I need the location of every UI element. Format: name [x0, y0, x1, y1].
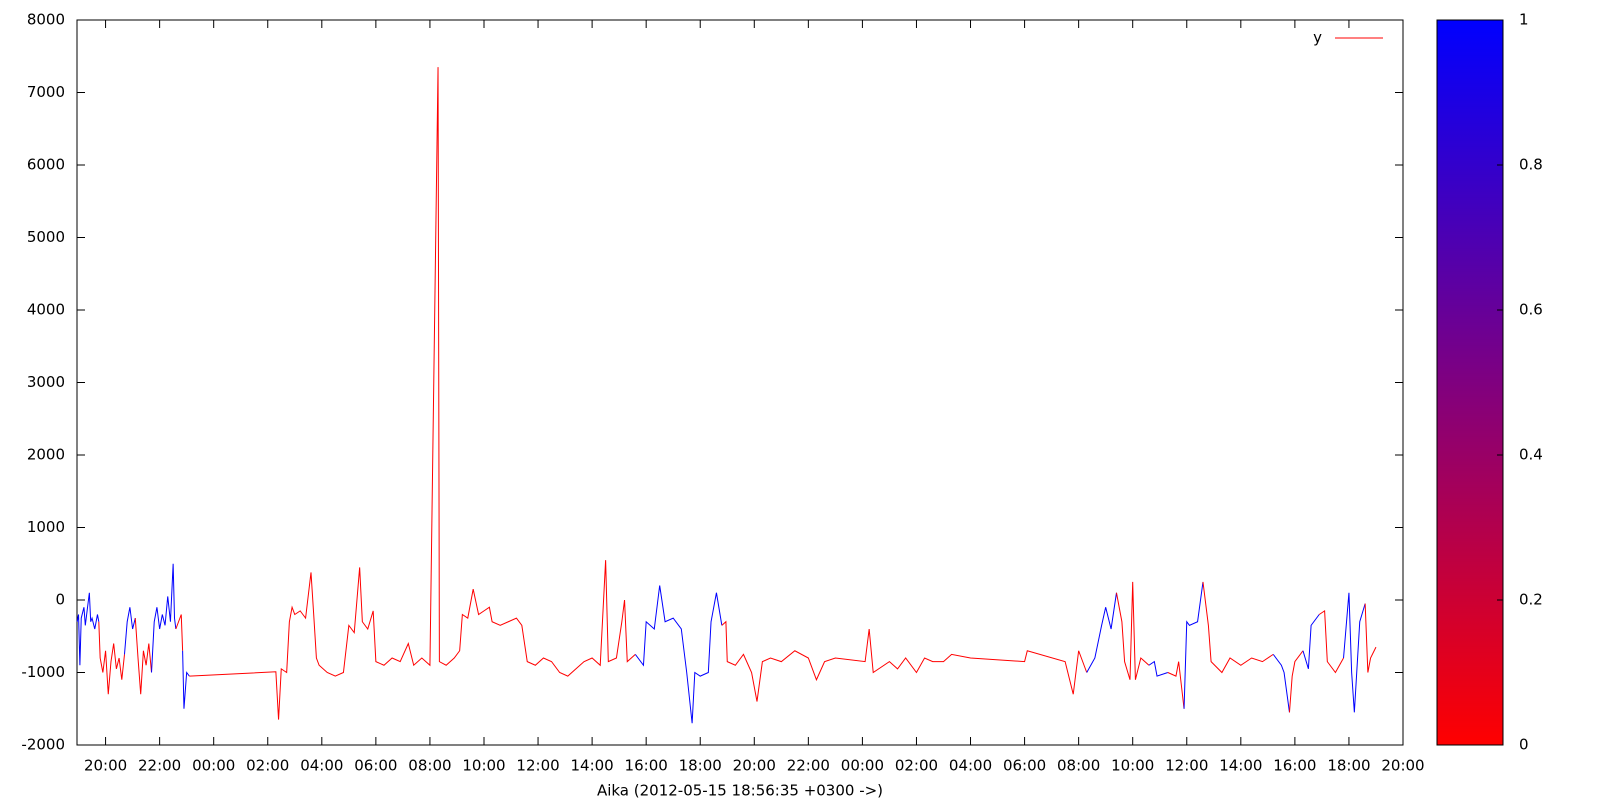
x-tick-label: 20:00 — [733, 757, 776, 775]
y-tick-label: 5000 — [27, 228, 65, 246]
data-line — [634, 585, 723, 724]
x-tick-label: 10:00 — [462, 757, 505, 775]
x-tick-label: 22:00 — [787, 757, 830, 775]
x-tick-label: 08:00 — [1057, 757, 1100, 775]
data-line — [134, 618, 153, 695]
x-tick-label: 04:00 — [300, 757, 343, 775]
colorbar-tick-label: 0.6 — [1519, 301, 1543, 319]
x-tick-label: 16:00 — [625, 757, 668, 775]
x-tick-label: 02:00 — [246, 757, 289, 775]
y-tick-label: -1000 — [21, 663, 65, 681]
data-line — [1288, 650, 1304, 713]
y-tick-label: 1000 — [27, 518, 65, 536]
y-tick-label: 0 — [55, 591, 65, 609]
x-tick-label: 22:00 — [138, 757, 181, 775]
data-line — [721, 620, 1088, 702]
data-line — [1364, 603, 1377, 673]
data-line — [1343, 592, 1366, 713]
data-line — [151, 563, 177, 673]
data-line — [1086, 592, 1117, 673]
data-line — [1376, 647, 1381, 654]
data-line — [182, 650, 190, 709]
x-tick-label: 10:00 — [1111, 757, 1154, 775]
x-tick-label: 14:00 — [570, 757, 613, 775]
x-tick-label: 00:00 — [841, 757, 884, 775]
x-tick-label: 08:00 — [408, 757, 451, 775]
y-tick-label: 2000 — [27, 446, 65, 464]
colorbar-tick-label: 0 — [1519, 736, 1529, 754]
colorbar-tick-label: 0.8 — [1519, 156, 1543, 174]
colorbar-tick-label: 0.4 — [1519, 446, 1543, 464]
x-tick-label: 04:00 — [949, 757, 992, 775]
data-line — [123, 607, 136, 655]
data-line — [1272, 654, 1290, 713]
y-tick-label: 8000 — [27, 11, 65, 29]
y-tick-label: 3000 — [27, 373, 65, 391]
data-line — [189, 67, 636, 720]
data-line — [175, 614, 184, 651]
data-line — [1202, 581, 1274, 674]
data-line — [1115, 581, 1150, 680]
data-line — [1167, 661, 1185, 709]
x-tick-label: 18:00 — [679, 757, 722, 775]
data-line — [1318, 609, 1344, 674]
y-tick-label: 7000 — [27, 83, 65, 101]
x-tick-label: 20:00 — [1381, 757, 1424, 775]
x-tick-label: 12:00 — [1165, 757, 1208, 775]
data-line — [1302, 614, 1320, 670]
data-line — [98, 621, 125, 695]
x-tick-label: 06:00 — [1003, 757, 1046, 775]
x-tick-label: 20:00 — [84, 757, 127, 775]
colorbar-tick-label: 0.2 — [1519, 591, 1543, 609]
y-tick-label: -2000 — [21, 736, 65, 754]
data-line — [76, 592, 100, 666]
x-tick-label: 16:00 — [1273, 757, 1316, 775]
data-line — [1148, 660, 1168, 677]
plot-frame — [76, 19, 1404, 746]
colorbar-tick-label: 1 — [1519, 11, 1529, 29]
legend-label: y — [1313, 29, 1322, 47]
x-tick-label: 06:00 — [354, 757, 397, 775]
x-tick-label: 02:00 — [895, 757, 938, 775]
x-tick-label: 14:00 — [1219, 757, 1262, 775]
x-tick-label: 00:00 — [192, 757, 235, 775]
data-line — [1183, 581, 1204, 709]
x-tick-label: 18:00 — [1327, 757, 1370, 775]
y-tick-label: 6000 — [27, 156, 65, 174]
colorbar — [1436, 19, 1504, 746]
x-tick-label: 12:00 — [516, 757, 559, 775]
y-tick-label: 4000 — [27, 301, 65, 319]
x-axis-label: Aika (2012-05-15 18:56:35 +0300 ->) — [597, 782, 883, 800]
